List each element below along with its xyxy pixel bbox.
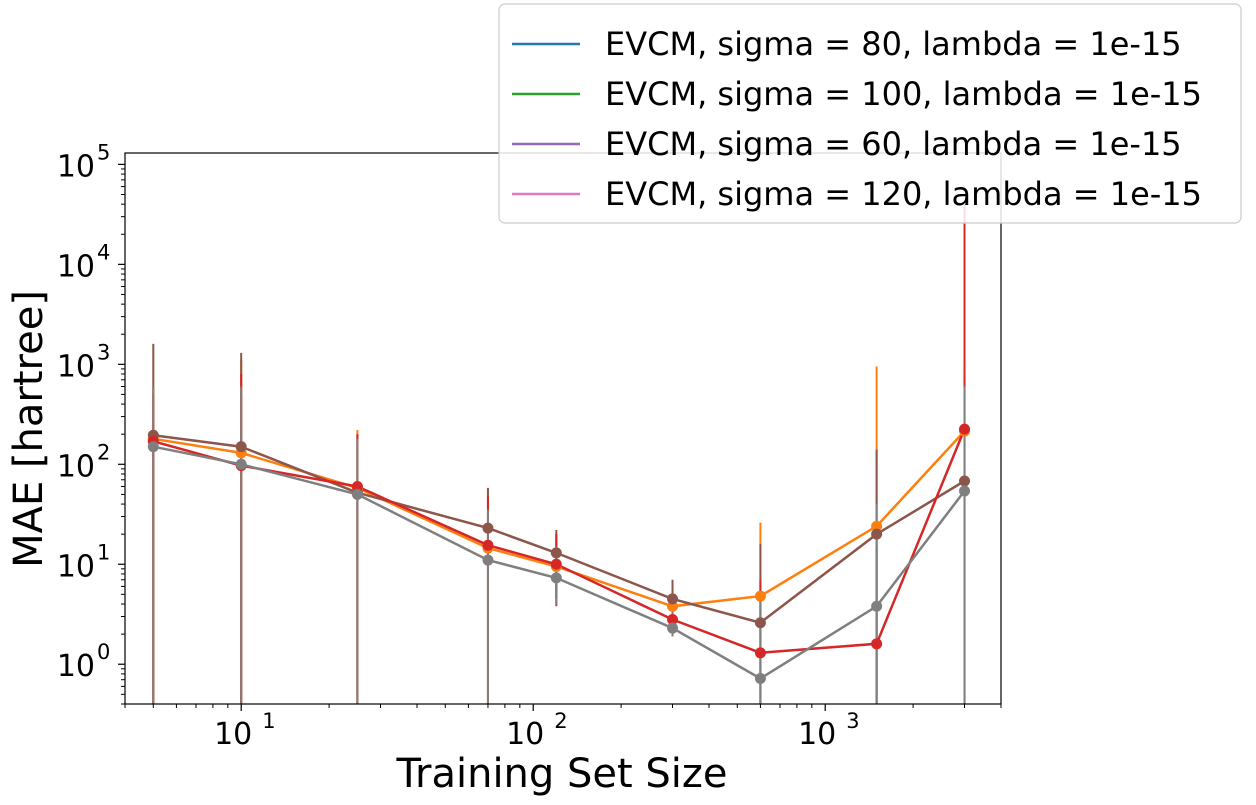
data-point [871,520,883,532]
y-axis-label: MAE [hartree] [6,290,52,568]
data-point [959,423,971,435]
legend: EVCM, sigma = 80, lambda = 1e-15 EVCM, si… [498,3,1242,224]
legend-label: EVCM, sigma = 60, lambda = 1e-15 [605,125,1182,163]
data-point [871,638,883,650]
y-tick-label: 10 [57,449,95,484]
data-point [754,617,766,629]
data-point [550,572,562,584]
data-point [667,622,679,634]
x-tick-label: 10 [214,717,252,752]
legend-label: EVCM, sigma = 120, lambda = 1e-15 [605,175,1202,213]
data-point [550,547,562,559]
data-point [235,441,247,453]
y-tick-label: 10 [57,549,95,584]
x-axis-ticks: 10 1 10 2 10 3 [214,704,860,752]
data-point [482,522,494,534]
data-point [959,485,971,497]
data-point [482,539,494,551]
y-tick-label: 10 [57,249,95,284]
data-point [667,593,679,605]
data-point [351,480,363,492]
legend-label: EVCM, sigma = 80, lambda = 1e-15 [605,25,1182,63]
y-tick-label: 10 [57,649,95,684]
y-tick-exponent: 4 [97,240,110,264]
data-point [754,590,766,602]
x-tick-exponent: 2 [554,709,567,733]
series-markers [147,423,971,684]
data-point [351,488,363,500]
y-tick-exponent: 5 [97,140,110,164]
y-tick-exponent: 1 [97,540,110,564]
x-tick-exponent: 1 [262,709,275,733]
data-point [959,475,971,487]
data-point [550,558,562,570]
data-point [235,458,247,470]
y-tick-label: 10 [57,349,95,384]
y-tick-label: 10 [57,149,95,184]
x-tick-label: 10 [798,717,836,752]
data-point [754,647,766,659]
x-tick-exponent: 3 [846,709,859,733]
x-axis-label: Training Set Size [395,751,727,797]
data-point [667,614,679,626]
data-point [754,672,766,684]
data-point [482,554,494,566]
minor-ticks [121,168,1002,708]
legend-label: EVCM, sigma = 100, lambda = 1e-15 [605,75,1202,113]
y-tick-exponent: 2 [97,440,110,464]
data-point [871,528,883,540]
legend-box [498,3,1242,224]
y-tick-exponent: 3 [97,340,110,364]
data-point [147,441,159,453]
y-tick-exponent: 0 [97,640,110,664]
x-tick-label: 10 [506,717,544,752]
data-point [871,600,883,612]
